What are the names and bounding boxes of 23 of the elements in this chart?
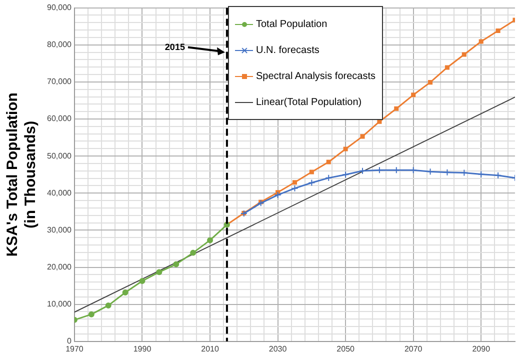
annotation: 2015 (164, 42, 185, 52)
x-tick-label: 1970 (66, 344, 84, 354)
legend-label: Spectral Analysis forecasts (256, 70, 376, 82)
y-tick-label: 40,000 (47, 188, 72, 198)
y-tick-label: 20,000 (47, 262, 72, 272)
legend-label: Total Population (256, 18, 328, 30)
y-tick-label: 60,000 (47, 114, 72, 124)
y-tick-label: 90,000 (47, 3, 72, 12)
y-tick-label: 0 (67, 336, 72, 346)
y-tick-label: 80,000 (47, 40, 72, 50)
x-tick-label: 1990 (133, 344, 152, 354)
x-tick-label: 2050 (336, 344, 356, 354)
y-axis-title: KSA's Total Population (in Thousands) (4, 92, 40, 257)
x-tick-label: 2010 (201, 344, 220, 354)
y-tick-label: 10,000 (47, 300, 72, 309)
y-tick-label: 50,000 (47, 151, 72, 160)
legend-label: U.N. forecasts (256, 44, 320, 56)
x-tick-label: 2090 (472, 344, 491, 354)
legend-label: Linear(Total Population) (256, 96, 362, 108)
y-tick-label: 70,000 (47, 77, 72, 86)
x-tick-label: 2070 (404, 344, 423, 354)
x-tick-label: 2030 (268, 344, 288, 354)
y-tick-label: 30,000 (47, 225, 72, 234)
